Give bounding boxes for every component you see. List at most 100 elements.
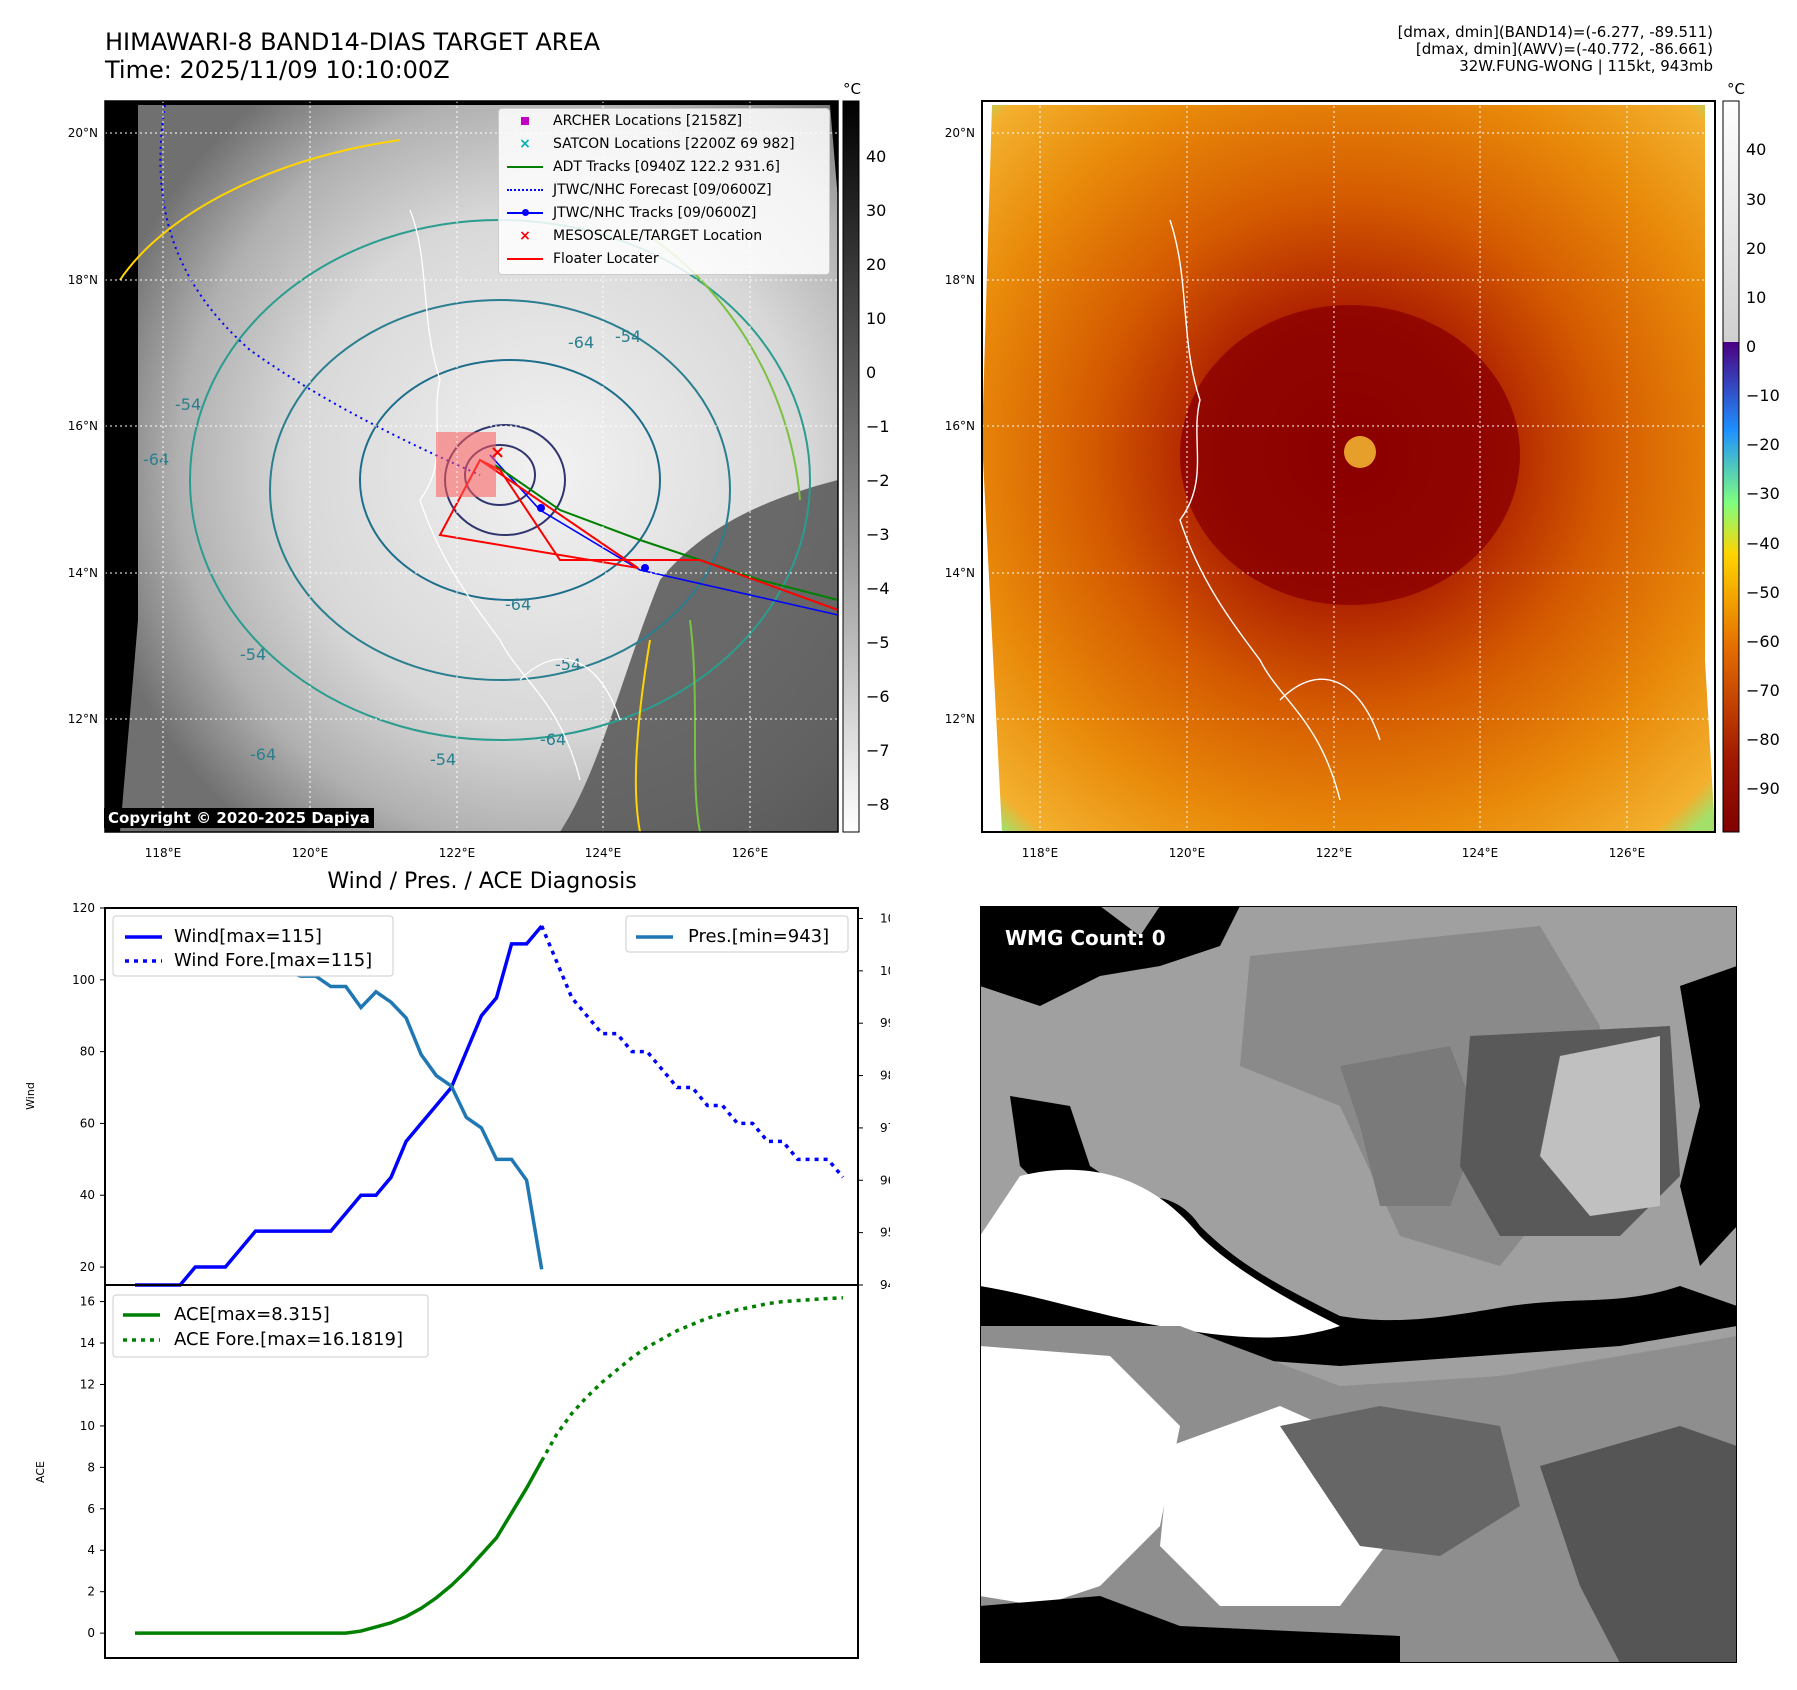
right-lon-labels: 118°E 120°E 122°E 124°E 126°E <box>1022 846 1646 860</box>
right-colorbar-ticks: 40 30 20 10 0 −10 −20 −30 −40 −50 −60 −7… <box>1746 140 1780 798</box>
coastline <box>409 209 621 781</box>
ace-legend-label: ACE Fore.[max=16.1819] <box>174 1329 403 1350</box>
coastline <box>1169 219 1381 801</box>
storm-stats: [dmax, dmin](BAND14)=(-6.277, -89.511) [… <box>1398 24 1713 75</box>
wmg-panel <box>980 906 1737 1663</box>
wind-legend-label: Wind Fore.[max=115] <box>174 950 372 971</box>
colorbar-tick: 30 <box>1746 190 1766 209</box>
diagnosis-chart: Wind / Pres. / ACE Diagnosis 20406080100… <box>24 869 890 1659</box>
lat-tick-label: 12°N <box>945 712 975 726</box>
contour-label: -54 <box>555 655 581 674</box>
colorbar-tick: −70 <box>1746 681 1780 700</box>
ace-tick-label: 8 <box>87 1460 95 1474</box>
lon-tick-label: 122°E <box>439 846 476 860</box>
colorbar-tick: 20 <box>866 255 886 274</box>
ace-series-line <box>135 1459 544 1635</box>
colorbar-tick: 20 <box>1746 239 1766 258</box>
lon-tick-label: 126°E <box>1609 846 1646 860</box>
map-gridlines <box>982 101 1715 832</box>
contour-label: -54 <box>615 327 641 346</box>
lat-tick-label: 14°N <box>68 566 98 580</box>
mesoscale-target-marker: × <box>490 442 505 463</box>
wind-tick-label: 40 <box>80 1188 95 1202</box>
right-colorbar-unit: °C <box>1727 80 1745 98</box>
wmg-region <box>980 1596 1400 1663</box>
lon-tick-label: 118°E <box>1022 846 1059 860</box>
wind-series-line <box>135 924 544 1287</box>
legend-swatch <box>505 182 545 198</box>
ace-tick-label: 10 <box>80 1419 95 1433</box>
pressure-tick-label: 980 <box>880 1069 890 1083</box>
legend-label: ADT Tracks [0940Z 122.2 931.6] <box>553 158 780 175</box>
right-lat-labels: 20°N 18°N 16°N 14°N 12°N <box>945 126 975 726</box>
contour-label: -54 <box>240 645 266 664</box>
wind-tick-label: 80 <box>80 1045 95 1059</box>
wind-tick-label: 100 <box>72 973 95 987</box>
colorbar-tick: 40 <box>1746 140 1766 159</box>
wind-tick-label: 60 <box>80 1116 95 1130</box>
colorbar-tick: −30 <box>866 525 890 544</box>
lon-tick-label: 124°E <box>585 846 622 860</box>
right-map-frame <box>981 100 1716 833</box>
left-lat-labels: 20°N 18°N 16°N 14°N 12°N <box>68 126 98 726</box>
lon-tick-label: 124°E <box>1462 846 1499 860</box>
right-map-figure: 118°E 120°E 122°E 124°E 126°E 20°N 18°N … <box>945 80 1780 860</box>
ace-tick-label: 14 <box>80 1336 95 1350</box>
wind-axis-label: Wind <box>24 1082 37 1110</box>
legend-label: Floater Locater <box>553 250 659 267</box>
ace-forecast-line <box>540 1296 844 1462</box>
jtwc-track-point <box>537 504 545 512</box>
legend-label: SATCON Locations [2200Z 69 982] <box>553 135 795 152</box>
legend-swatch <box>505 205 545 221</box>
legend-item: Floater Locater <box>499 247 829 270</box>
legend-swatch: × <box>519 227 531 244</box>
ace-tick-label: 12 <box>80 1377 95 1391</box>
pressure-legend-box <box>625 915 849 953</box>
lon-tick-label: 122°E <box>1316 846 1353 860</box>
pressure-tick-label: 960 <box>880 1173 890 1187</box>
lat-tick-label: 14°N <box>945 566 975 580</box>
legend-item: JTWC/NHC Forecast [09/0600Z] <box>499 178 829 201</box>
lat-tick-label: 20°N <box>68 126 98 140</box>
contour-label: -64 <box>250 745 276 764</box>
ace-tick-label: 4 <box>87 1543 95 1557</box>
pressure-legend-label: Pres.[min=943] <box>688 926 829 947</box>
colorbar-tick: −10 <box>1746 386 1780 405</box>
colorbar-tick: −20 <box>1746 435 1780 454</box>
contour-labels: -64 -54 -64 -54 -64 -54 -54 -64 -54 -64 <box>143 327 641 769</box>
pressure-tick-label: 1000 <box>880 964 890 978</box>
legend-label: MESOSCALE/TARGET Location <box>553 227 763 244</box>
wmg-region <box>1680 966 1737 1266</box>
colorbar-tick: −50 <box>1746 583 1780 602</box>
ace-legend-box <box>112 1294 429 1358</box>
stats-band14: [dmax, dmin](BAND14)=(-6.277, -89.511) <box>1397 23 1713 41</box>
ace-legend-label: ACE[max=8.315] <box>174 1304 330 1325</box>
colorbar-tick: −40 <box>1746 534 1780 553</box>
colorbar-tick: −70 <box>866 741 890 760</box>
legend-swatch <box>505 251 545 267</box>
legend-swatch <box>505 113 545 129</box>
colorbar-tick: −40 <box>866 579 890 598</box>
legend-item: × MESOSCALE/TARGET Location <box>499 224 829 247</box>
wmg-region <box>980 1169 1340 1338</box>
legend-label: JTWC/NHC Forecast [09/0600Z] <box>553 181 772 198</box>
legend-swatch: × <box>519 135 531 152</box>
lat-tick-label: 18°N <box>945 273 975 287</box>
contour-label: -54 <box>430 750 456 769</box>
wind-forecast-line <box>540 925 845 1179</box>
colorbar-tick: −80 <box>1746 730 1780 749</box>
colorbar-tick: −20 <box>866 471 890 490</box>
colorbar-tick: −50 <box>866 633 890 652</box>
wind-tick-label: 120 <box>72 901 95 915</box>
colorbar-tick: −30 <box>1746 484 1780 503</box>
wmg-region <box>1540 1426 1737 1663</box>
adt-track <box>494 464 839 601</box>
colorbar-tick: −60 <box>866 687 890 706</box>
jtwc-track-point <box>641 564 649 572</box>
left-map-frame <box>104 100 839 833</box>
storm-eye <box>1344 436 1376 468</box>
wind-pressure-panel: 20 40 60 80 100 120 940 950 960 970 980 990 1000 1010… <box>24 901 890 1292</box>
colorbar-tick: 0 <box>1746 337 1756 356</box>
colorbar-tick: −60 <box>1746 632 1780 651</box>
contour-label: -64 <box>568 333 594 352</box>
